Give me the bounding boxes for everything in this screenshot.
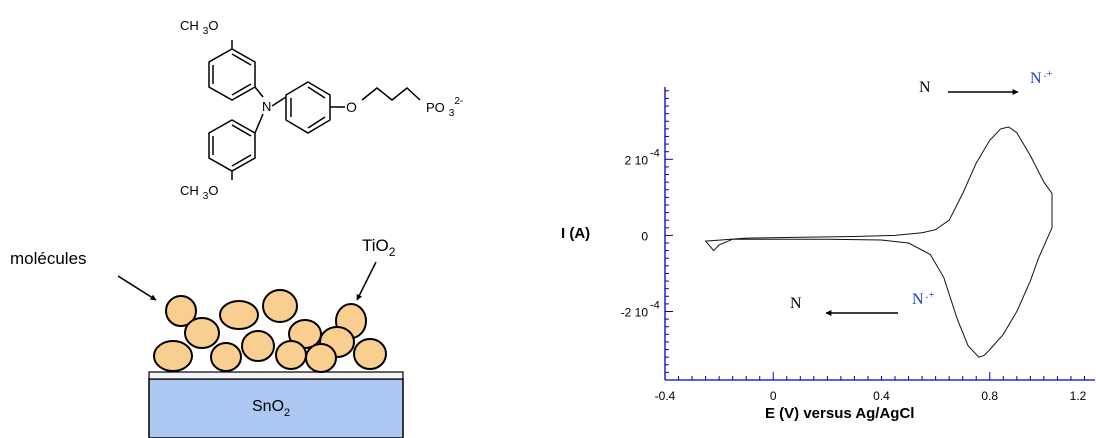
center-phenyl-ring [285,81,331,134]
molecule-structure [208,40,421,180]
reduction-from-label: N .+ [912,289,935,308]
methoxy-bottom-label: CH 3O [180,183,218,202]
tio2-particle [153,340,193,372]
x-tick-label: 1.2 [1070,389,1087,403]
sno2-substrate [148,378,404,438]
y-tick-exponent: -4 [650,300,660,312]
tio2-particle [184,317,220,349]
x-tick-label: 0.8 [981,389,998,403]
tio2-particle [353,338,387,370]
y-tick-label: -2 10 [621,306,649,320]
molecules-pointer-arrow [117,275,157,301]
x-tick-label: 0 [770,389,777,403]
sno2-label: SnO2 [252,398,290,419]
tio2-label: TiO2 [362,236,396,259]
tio2-particle [210,342,242,372]
x-tick-label: 0.4 [873,389,890,403]
tio2-particle [305,343,337,373]
tio2-particles [153,289,387,373]
tio2-pointer-arrow [356,261,377,301]
chart-axes [664,87,1095,381]
x-axis-label: E (V) versus Ag/AgCl [765,405,914,422]
y-tick-label: 2 10 [625,153,649,167]
transparent-film-layer [148,371,404,380]
tio2-particle [219,300,259,330]
tio2-particle [241,330,275,362]
oxidation-from-label: N [919,79,931,96]
y-tick-label: 0 [641,229,648,243]
reduction-to-label: N [790,295,802,312]
tio2-particle [275,340,307,370]
oxidation-to-label: N .+ [1030,68,1053,87]
cv-chart: -0.4 0 0.4 0.8 1.22 10 -40-2 10 -4 I (A) E (V)… [561,68,1095,422]
tio2-particle [165,295,197,327]
cv-series-line [704,126,1053,358]
nitrogen-label: N [262,99,271,114]
x-tick-label: -0.4 [655,389,676,403]
methoxy-top-label: CH 3O [180,18,218,37]
bottom-phenyl-ring [208,119,256,172]
chart-tick-labels: -0.4 0 0.4 0.8 1.22 10 -40-2 10 -4 [621,147,1087,403]
electrode-schematic: molécules TiO2 SnO2 [10,236,404,438]
y-axis-label: I (A) [561,225,590,242]
tio2-particle [262,289,298,323]
ether-oxygen-label: O [346,99,357,115]
y-tick-exponent: -4 [650,147,660,159]
molecules-label: molécules [10,249,87,268]
phosphonate-label: PO 32- [426,96,463,119]
top-phenyl-ring [208,48,256,101]
